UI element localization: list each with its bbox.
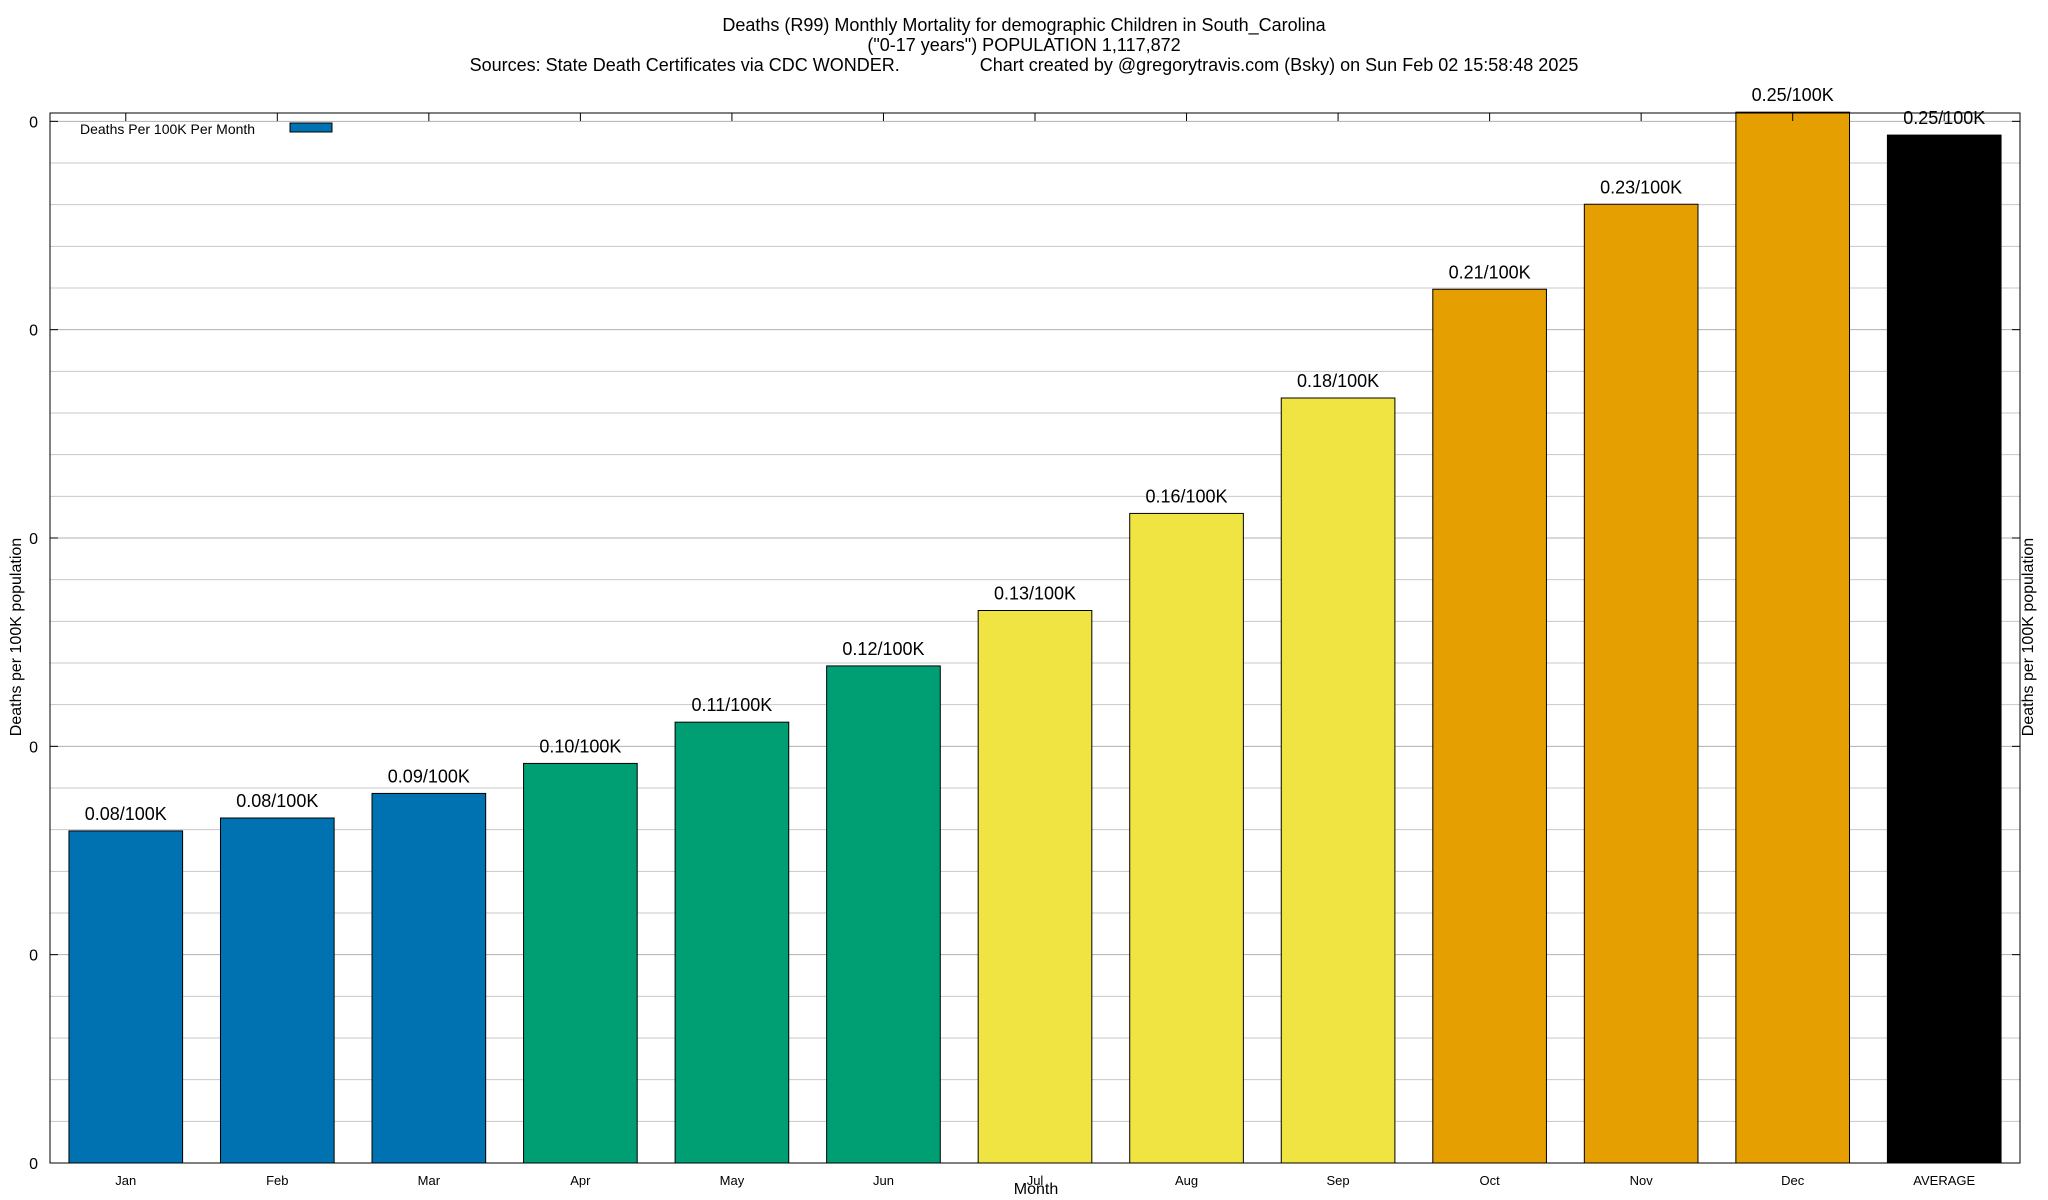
bar-apr xyxy=(523,762,638,1164)
chart-title-line-2: ("0-17 years") POPULATION 1,117,872 xyxy=(867,35,1180,55)
y-tick-label: 0 xyxy=(29,531,38,548)
x-tick-label-may: May xyxy=(720,1173,745,1188)
bar-feb xyxy=(219,817,335,1164)
bar-sep xyxy=(1280,397,1396,1164)
bar-jan xyxy=(68,830,184,1164)
y-axis-title: Deaths per 100K population xyxy=(8,538,25,736)
x-tick-label-sep: Sep xyxy=(1327,1173,1350,1188)
bar-mar xyxy=(371,792,487,1164)
bar-jul xyxy=(977,610,1093,1164)
data-label-aug: 0.16/100K xyxy=(1145,486,1227,506)
data-label-jan: 0.08/100K xyxy=(85,804,167,824)
y-tick-label: 0 xyxy=(29,948,38,965)
data-label-sep: 0.18/100K xyxy=(1297,371,1379,391)
y-axis-title-right: Deaths per 100K population xyxy=(2020,538,2037,736)
x-tick-label-average: AVERAGE xyxy=(1913,1173,1975,1188)
data-label-mar: 0.09/100K xyxy=(388,766,470,786)
x-axis-title: Month xyxy=(1014,1181,1058,1198)
x-tick-label-oct: Oct xyxy=(1479,1173,1500,1188)
legend-label: Deaths Per 100K Per Month xyxy=(80,121,255,137)
x-tick-label-aug: Aug xyxy=(1175,1173,1198,1188)
chart-title-line-3: Sources: State Death Certificates via CD… xyxy=(470,55,1579,75)
data-label-jun: 0.12/100K xyxy=(842,639,924,659)
x-tick-label-dec: Dec xyxy=(1781,1173,1805,1188)
bar-nov xyxy=(1583,203,1699,1164)
bar-may xyxy=(674,721,790,1164)
x-tick-label-jun: Jun xyxy=(873,1173,894,1188)
y-axis-ticks: 0 0 0 0 0 0 xyxy=(29,114,2020,1173)
chart-title: Deaths (R99) Monthly Mortality for demog… xyxy=(470,15,1579,75)
legend: Deaths Per 100K Per Month xyxy=(80,121,333,137)
legend-swatch xyxy=(289,122,333,133)
data-label-may: 0.11/100K xyxy=(692,695,773,715)
x-tick-label-mar: Mar xyxy=(418,1173,441,1188)
data-label-apr: 0.10/100K xyxy=(539,736,621,756)
bar-oct xyxy=(1432,288,1547,1164)
bar-aug xyxy=(1129,512,1244,1164)
data-label-average: 0.25/100K xyxy=(1903,108,1985,128)
bar-jun xyxy=(826,665,941,1164)
y-tick-label: 0 xyxy=(29,323,38,340)
x-tick-label-nov: Nov xyxy=(1630,1173,1654,1188)
x-tick-label-feb: Feb xyxy=(266,1173,288,1188)
bar-average xyxy=(1886,134,2002,1164)
chart-title-line-1: Deaths (R99) Monthly Mortality for demog… xyxy=(722,15,1326,36)
y-tick-label: 0 xyxy=(29,1156,38,1173)
data-labels: 0.08/100K 0.08/100K 0.09/100K 0.10/100K 0.11… xyxy=(85,85,1986,824)
y-tick-label: 0 xyxy=(29,114,38,131)
data-label-dec: 0.25/100K xyxy=(1752,85,1834,105)
data-label-oct: 0.21/100K xyxy=(1449,262,1531,282)
data-label-jul: 0.13/100K xyxy=(994,584,1076,604)
x-tick-label-jan: Jan xyxy=(115,1173,136,1188)
x-tick-label-apr: Apr xyxy=(570,1173,591,1188)
x-axis-ticks: Jan Feb Mar Apr May Jun Jul Aug Sep Oct Nov Dec AVER… xyxy=(115,113,1976,1188)
data-label-nov: 0.23/100K xyxy=(1600,177,1682,197)
bar-dec xyxy=(1735,111,1851,1164)
y-tick-label: 0 xyxy=(29,739,38,756)
x-tick-label-jul: Jul xyxy=(1027,1173,1044,1188)
bar-series xyxy=(68,111,2002,1164)
data-label-feb: 0.08/100K xyxy=(236,791,318,811)
